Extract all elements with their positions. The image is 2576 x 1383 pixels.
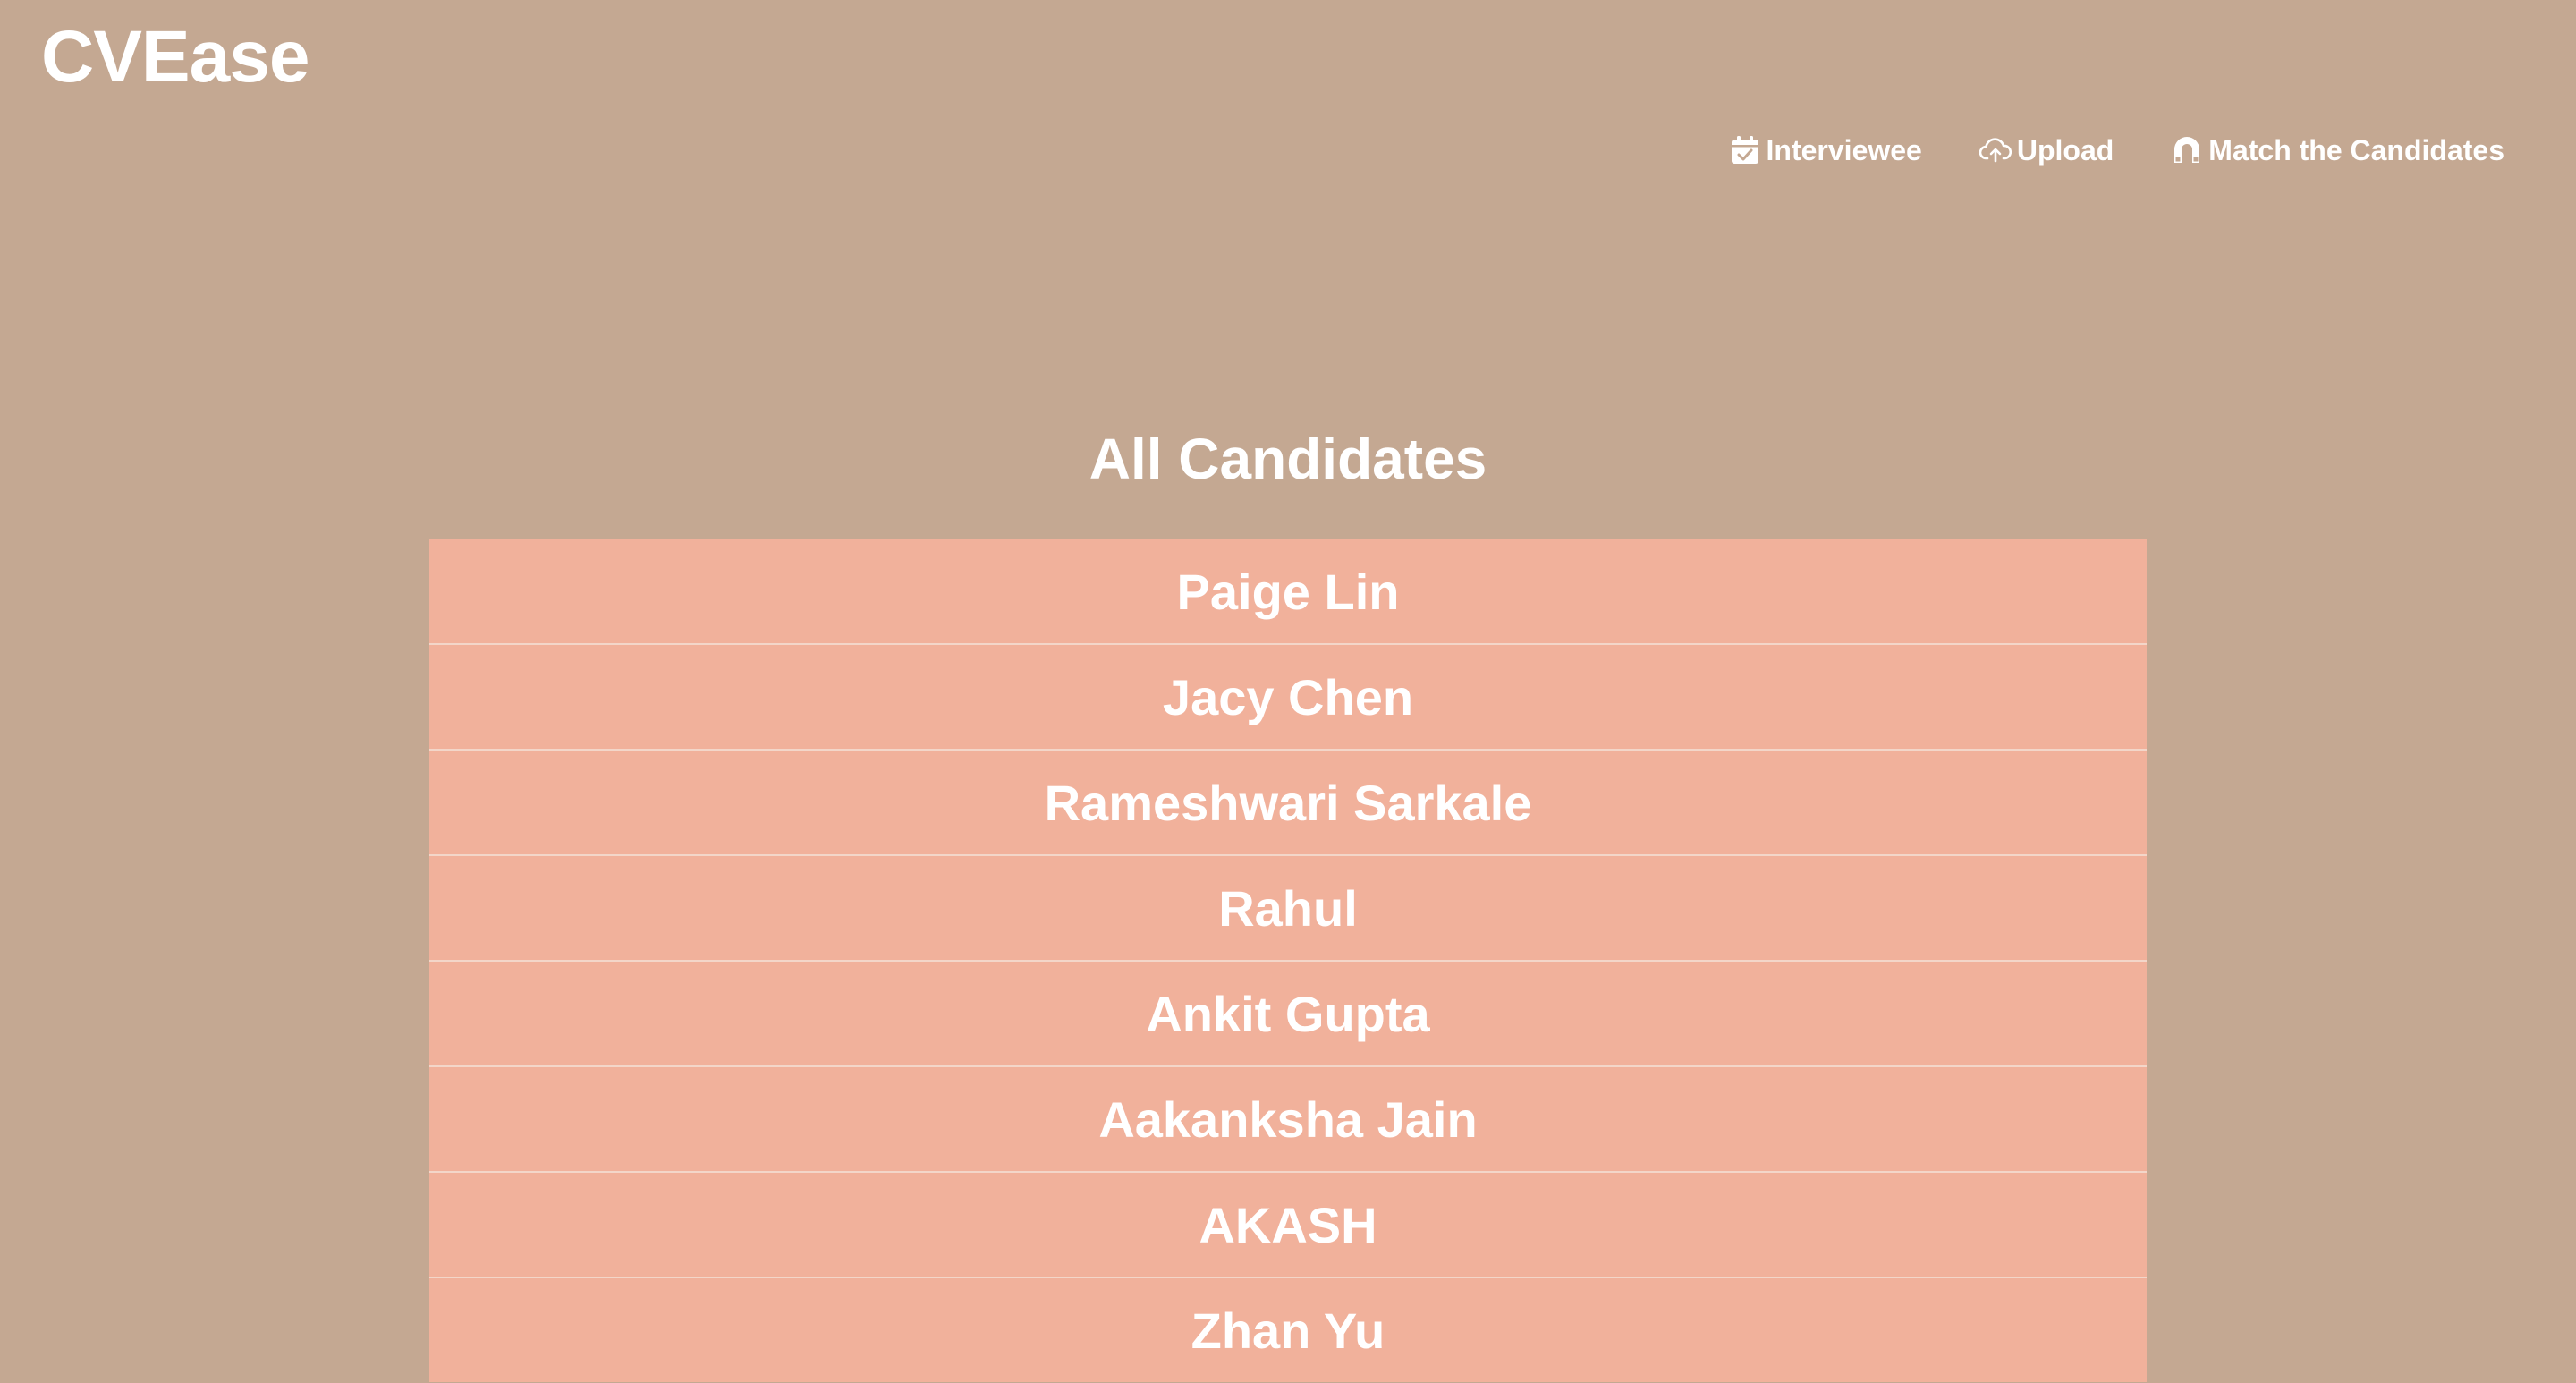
nav-item-match-candidates[interactable]: Match the Candidates: [2171, 134, 2504, 167]
cloud-upload-icon: [1979, 134, 2012, 166]
candidate-item[interactable]: Rameshwari Sarkale: [429, 751, 2147, 856]
top-nav: Interviewee Upload Match the Candidate: [1729, 127, 2504, 174]
magnet-icon: [2171, 134, 2203, 166]
candidate-item[interactable]: Rahul: [429, 856, 2147, 962]
brand-logo[interactable]: CVEase: [41, 16, 309, 98]
candidate-item[interactable]: AKASH: [429, 1173, 2147, 1278]
calendar-check-icon: [1729, 134, 1761, 166]
nav-item-interviewee[interactable]: Interviewee: [1729, 134, 1922, 167]
nav-item-label: Upload: [2016, 133, 2114, 166]
nav-item-label: Interviewee: [1766, 133, 1922, 166]
page-title: All Candidates: [1089, 426, 1487, 491]
candidate-item[interactable]: Ankit Gupta: [429, 962, 2147, 1067]
nav-item-upload[interactable]: Upload: [1979, 134, 2114, 167]
candidate-item[interactable]: Paige Lin: [429, 539, 2147, 645]
candidate-list: Paige Lin Jacy Chen Rameshwari Sarkale R…: [429, 539, 2147, 1382]
nav-item-label: Match the Candidates: [2208, 133, 2504, 166]
candidate-item[interactable]: Zhan Yu: [429, 1278, 2147, 1382]
candidate-item[interactable]: Aakanksha Jain: [429, 1067, 2147, 1173]
candidate-item[interactable]: Jacy Chen: [429, 645, 2147, 751]
